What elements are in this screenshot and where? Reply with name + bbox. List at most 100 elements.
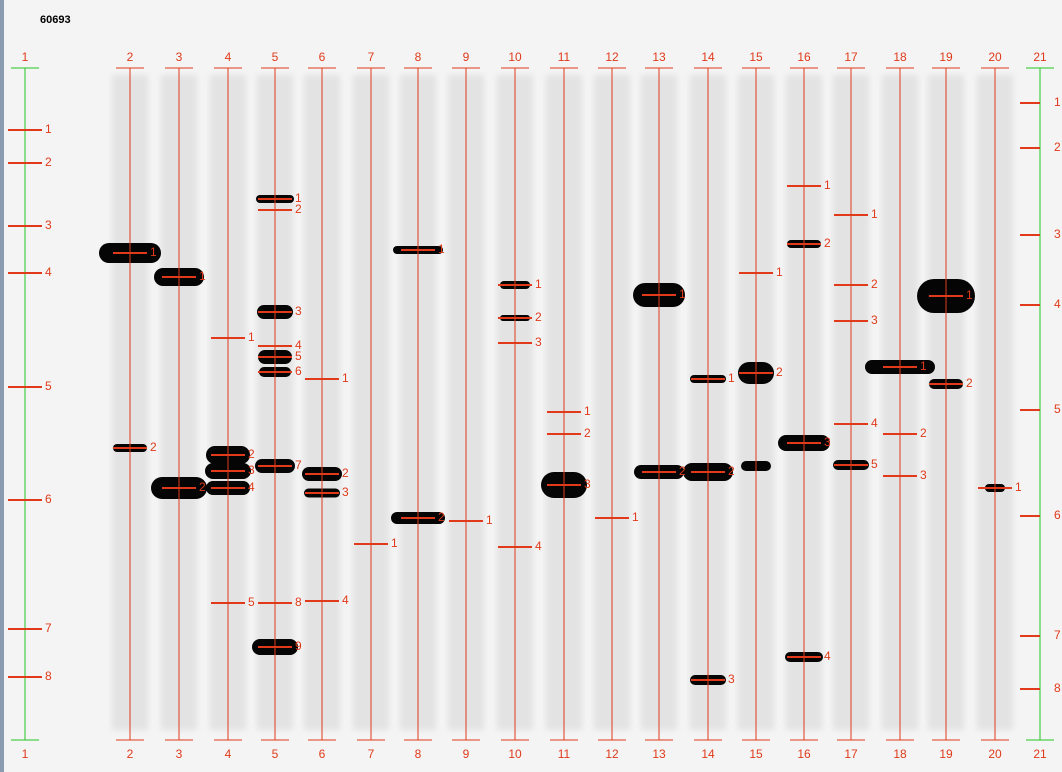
band-label: 1 bbox=[342, 371, 349, 385]
band-label: 8 bbox=[295, 595, 302, 609]
band-label: 3 bbox=[1054, 227, 1061, 241]
lane-top-label: 11 bbox=[558, 50, 571, 64]
band-label: 4 bbox=[824, 649, 831, 663]
band-label: 1 bbox=[486, 513, 493, 527]
band-label: 7 bbox=[295, 458, 302, 472]
band-label: 2 bbox=[199, 480, 206, 494]
band-label: 3 bbox=[295, 304, 302, 318]
band-label: 3 bbox=[248, 463, 255, 477]
lane-top-label: 16 bbox=[797, 50, 811, 64]
lane-bottom-label: 8 bbox=[415, 747, 422, 761]
band-label: 2 bbox=[1054, 140, 1061, 154]
band-label: 3 bbox=[871, 313, 878, 327]
band-label: 7 bbox=[1054, 628, 1061, 642]
band-label: 1 bbox=[584, 404, 591, 418]
lane-top-label: 2 bbox=[127, 50, 134, 64]
band-label: 1 bbox=[728, 371, 735, 385]
band-label: 5 bbox=[295, 349, 302, 363]
frame-edge bbox=[0, 0, 4, 772]
band-label: 1 bbox=[966, 288, 973, 302]
band-label: 1 bbox=[776, 265, 783, 279]
band-label: 2 bbox=[45, 155, 52, 169]
band-label: 2 bbox=[776, 365, 783, 379]
lane-bottom-label: 4 bbox=[225, 747, 232, 761]
band-label: 5 bbox=[45, 379, 52, 393]
gel-id: 60693 bbox=[40, 14, 71, 26]
lane-bottom-label: 1 bbox=[22, 747, 29, 761]
lane-top-label: 21 bbox=[1033, 50, 1047, 64]
lane-bottom-label: 12 bbox=[605, 747, 619, 761]
lane-bottom-label: 3 bbox=[176, 747, 183, 761]
lane-bottom-label: 10 bbox=[508, 747, 522, 761]
band-label: 1 bbox=[920, 359, 927, 373]
lane-top-label: 5 bbox=[272, 50, 279, 64]
lane-bottom-label: 18 bbox=[893, 747, 907, 761]
lane-bottom-label: 13 bbox=[652, 747, 666, 761]
gel-view: 60693 1112345678221233124412345551234567… bbox=[0, 0, 1062, 772]
band-label: 1 bbox=[871, 207, 878, 221]
band-label: 9 bbox=[295, 639, 302, 653]
band-label: 1 bbox=[535, 277, 542, 291]
lane-top-label: 14 bbox=[701, 50, 715, 64]
lane-bottom-label: 9 bbox=[463, 747, 470, 761]
lane-bottom-label: 2 bbox=[127, 747, 134, 761]
band-label: 2 bbox=[824, 236, 831, 250]
lane-bottom-label: 21 bbox=[1033, 747, 1047, 761]
band-label: 2 bbox=[728, 464, 735, 478]
band-label: 3 bbox=[535, 335, 542, 349]
band-label: 4 bbox=[248, 480, 255, 494]
lane-bottom-label: 15 bbox=[749, 747, 763, 761]
lane-bottom-label: 19 bbox=[939, 747, 953, 761]
lane-top-label: 12 bbox=[605, 50, 619, 64]
band-label: 2 bbox=[920, 426, 927, 440]
band-label: 3 bbox=[824, 435, 831, 449]
band-label: 3 bbox=[342, 485, 349, 499]
band-label: 2 bbox=[248, 447, 255, 461]
lane-top-label: 8 bbox=[415, 50, 422, 64]
lane-bottom-label: 14 bbox=[701, 747, 715, 761]
band-label: 1 bbox=[438, 242, 445, 256]
lane-top-label: 18 bbox=[893, 50, 907, 64]
lane-top-label: 10 bbox=[508, 50, 522, 64]
lane-bottom-label: 16 bbox=[797, 747, 811, 761]
lane-bottom-label: 5 bbox=[272, 747, 279, 761]
band-label: 8 bbox=[45, 669, 52, 683]
lane-top-label: 1 bbox=[22, 50, 29, 64]
lane-bottom-label: 11 bbox=[558, 747, 571, 761]
band-label: 2 bbox=[535, 310, 542, 324]
lane-top-label: 9 bbox=[463, 50, 470, 64]
band-label: 1 bbox=[1015, 480, 1022, 494]
lane-bottom-label: 20 bbox=[988, 747, 1002, 761]
band-label: 3 bbox=[584, 477, 591, 491]
band-label: 6 bbox=[295, 364, 302, 378]
band-label: 3 bbox=[920, 468, 927, 482]
band-label: 2 bbox=[871, 277, 878, 291]
band-label: 1 bbox=[1054, 95, 1061, 109]
band-label: 6 bbox=[45, 492, 52, 506]
band-label: 1 bbox=[45, 122, 52, 136]
band-label: 2 bbox=[295, 202, 302, 216]
band-label: 4 bbox=[535, 539, 542, 553]
band-label: 5 bbox=[1054, 402, 1061, 416]
lane-top-label: 7 bbox=[368, 50, 375, 64]
band-label: 5 bbox=[248, 595, 255, 609]
band-label: 2 bbox=[966, 376, 973, 390]
lane-bottom-label: 6 bbox=[319, 747, 326, 761]
band-label: 1 bbox=[150, 245, 157, 259]
lane-top-label: 20 bbox=[988, 50, 1002, 64]
band-label: 2 bbox=[438, 510, 445, 524]
band-label: 4 bbox=[45, 265, 52, 279]
band-label: 2 bbox=[150, 440, 157, 454]
band-label: 6 bbox=[1054, 508, 1061, 522]
lane-top-label: 15 bbox=[749, 50, 763, 64]
band-label: 1 bbox=[199, 269, 206, 283]
band-label: 2 bbox=[679, 464, 686, 478]
lane-bottom-label: 17 bbox=[844, 747, 858, 761]
lane-top-label: 4 bbox=[225, 50, 232, 64]
lane-top-label: 6 bbox=[319, 50, 326, 64]
band-label: 3 bbox=[728, 672, 735, 686]
band-label: 4 bbox=[342, 593, 349, 607]
lane-top-label: 3 bbox=[176, 50, 183, 64]
band-label: 2 bbox=[342, 466, 349, 480]
band-label: 1 bbox=[824, 178, 831, 192]
